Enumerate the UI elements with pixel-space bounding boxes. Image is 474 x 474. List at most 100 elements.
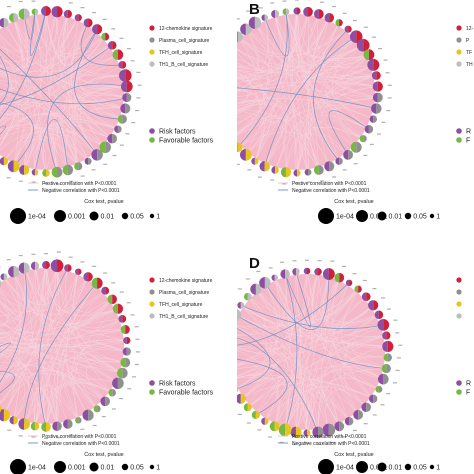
gene-node — [123, 336, 140, 345]
negative-edge — [237, 282, 350, 346]
positive-edge — [45, 264, 119, 317]
positive-edge — [65, 267, 123, 374]
legend-size-title: Cox test, pvalue — [334, 452, 373, 458]
positive-edge — [0, 346, 126, 363]
positive-edge — [274, 277, 359, 323]
positive-edge — [237, 115, 253, 135]
legend-correlation-item: Negative correlation with P<0.0001 — [28, 441, 120, 447]
gene-node — [120, 325, 139, 335]
gene-node — [112, 377, 132, 390]
legend-size-item: 0.01 — [377, 462, 403, 472]
negative-edge — [0, 371, 15, 394]
gene-node — [382, 340, 403, 353]
gene-node — [18, 254, 30, 274]
positive-edge — [0, 297, 127, 341]
gene-node — [212, 353, 231, 363]
gene-node — [372, 81, 392, 92]
positive-edge — [237, 277, 340, 344]
legend-size-item: 0.01 — [89, 211, 114, 221]
positive-edge — [0, 341, 127, 352]
positive-edge — [240, 305, 286, 416]
legend-factor-label: R — [466, 129, 471, 136]
positive-edge — [0, 10, 47, 112]
positive-edge — [0, 22, 26, 68]
positive-edge — [317, 271, 374, 399]
gene-node — [334, 265, 347, 283]
positive-edge — [308, 13, 374, 68]
positive-edge — [23, 267, 79, 421]
positive-edge — [3, 276, 106, 316]
legend-factor-label: Favorable factors — [159, 138, 214, 145]
positive-edge — [237, 345, 350, 422]
positive-edge — [264, 36, 357, 167]
positive-edge — [264, 282, 359, 324]
gene-node — [377, 373, 397, 385]
positive-edge — [0, 337, 123, 374]
panel-letter-d: D — [249, 255, 260, 272]
negative-edge — [313, 28, 349, 162]
positive-edge — [45, 264, 113, 325]
gene-node — [122, 347, 140, 356]
legend-factor-label: F — [466, 138, 470, 145]
positive-edge — [0, 349, 58, 427]
positive-edge — [57, 13, 113, 139]
positive-edge — [295, 282, 350, 433]
negative-edge — [0, 29, 98, 78]
positive-edge — [0, 13, 36, 75]
positive-edge — [0, 349, 119, 384]
positive-edge — [0, 54, 119, 126]
legend-signature-item: Plasma_cell_signature — [149, 289, 210, 296]
gene-node — [18, 418, 30, 437]
gene-node — [91, 149, 108, 165]
positive-edge — [237, 83, 249, 104]
gene-node — [363, 48, 382, 61]
positive-edge — [0, 265, 36, 334]
legend-d: RF Postive correlation with P<0.0001Negat… — [278, 277, 471, 474]
legend-signature-label: 12-chemokine signature — [159, 278, 213, 284]
gene-node — [257, 161, 270, 178]
gene-node — [371, 103, 391, 114]
positive-edge — [13, 75, 126, 167]
positive-edge — [237, 48, 254, 67]
gene-node — [303, 0, 313, 17]
positive-edge — [87, 299, 119, 323]
positive-edge — [0, 331, 15, 339]
gene-node — [203, 103, 223, 115]
gene-node — [313, 1, 325, 19]
legend-size-label: 0.01 — [389, 464, 403, 471]
gene-node — [246, 410, 260, 424]
positive-edge — [237, 324, 384, 355]
positive-edge — [240, 305, 388, 347]
gene-node — [52, 421, 62, 439]
legend-signature-label: TH — [466, 62, 473, 68]
positive-edge — [302, 282, 350, 434]
gene-node — [101, 28, 116, 41]
negative-edge — [23, 282, 98, 425]
gene-node — [75, 417, 85, 430]
negative-edge — [237, 337, 319, 433]
negative-edge — [237, 315, 387, 369]
positive-edge — [254, 22, 288, 171]
positive-edge — [327, 277, 388, 348]
legend-factor-item: F — [456, 137, 470, 145]
network-d — [212, 259, 403, 445]
positive-edge — [237, 81, 378, 92]
positive-edge — [56, 265, 60, 316]
positive-edge — [95, 341, 127, 352]
positive-edge — [317, 346, 388, 433]
positive-edge — [74, 75, 126, 155]
gene-node — [220, 38, 235, 49]
positive-edge — [240, 375, 330, 431]
negative-edge — [237, 87, 377, 109]
gene-node — [270, 2, 280, 19]
positive-edge — [70, 271, 89, 301]
negative-edge — [264, 274, 330, 330]
gene-node — [75, 261, 85, 275]
legend-size-label: 1e-04 — [28, 213, 46, 220]
legend-size-label: 1 — [156, 213, 160, 220]
gene-node — [107, 133, 124, 146]
positive-edge — [70, 22, 106, 148]
gene-node — [100, 396, 116, 410]
legend-factor-label: Risk factors — [159, 381, 196, 388]
positive-edge — [255, 289, 359, 322]
